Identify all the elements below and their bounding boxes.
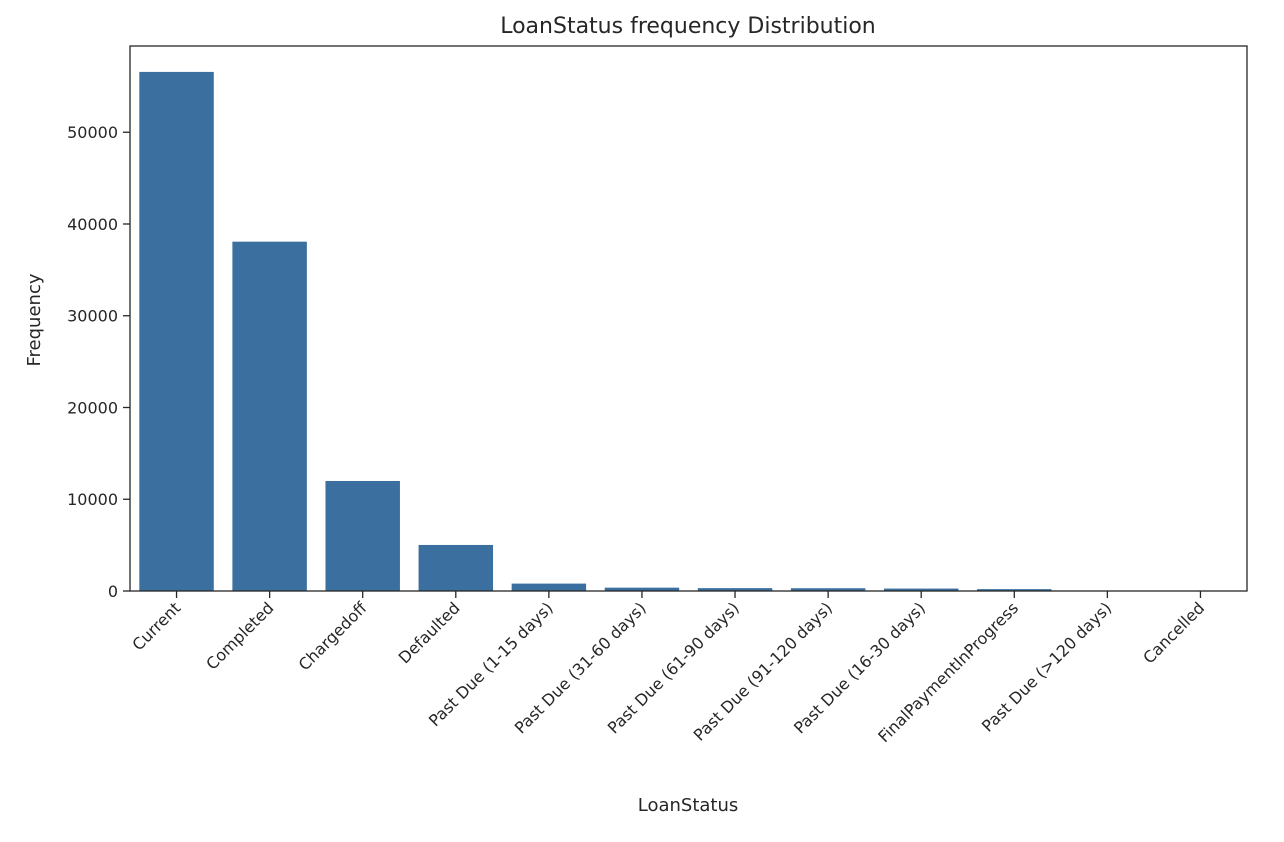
x-tick-label: Current <box>128 598 184 654</box>
bar-0 <box>139 72 213 591</box>
y-tick-label: 40000 <box>67 215 118 234</box>
bar-3 <box>419 545 493 591</box>
y-tick-label: 0 <box>108 582 118 601</box>
bar-1 <box>232 242 306 591</box>
y-tick-label: 50000 <box>67 123 118 142</box>
y-axis-label: Frequency <box>24 273 45 366</box>
x-tick-label: Chargedoff <box>295 598 372 675</box>
y-axis: 0 10000 20000 30000 40000 50000 <box>67 123 130 601</box>
bars-group <box>139 72 1237 591</box>
y-tick-label: 30000 <box>67 307 118 326</box>
y-tick-label: 10000 <box>67 490 118 509</box>
bar-2 <box>325 481 399 591</box>
x-tick-label: Completed <box>202 598 277 673</box>
bar-4 <box>512 584 586 591</box>
x-tick-label: Defaulted <box>395 598 464 667</box>
chart-title: LoanStatus frequency Distribution <box>500 14 876 39</box>
x-axis-label: LoanStatus <box>638 795 739 816</box>
x-tick-label: Cancelled <box>1139 598 1208 667</box>
y-tick-label: 20000 <box>67 398 118 417</box>
